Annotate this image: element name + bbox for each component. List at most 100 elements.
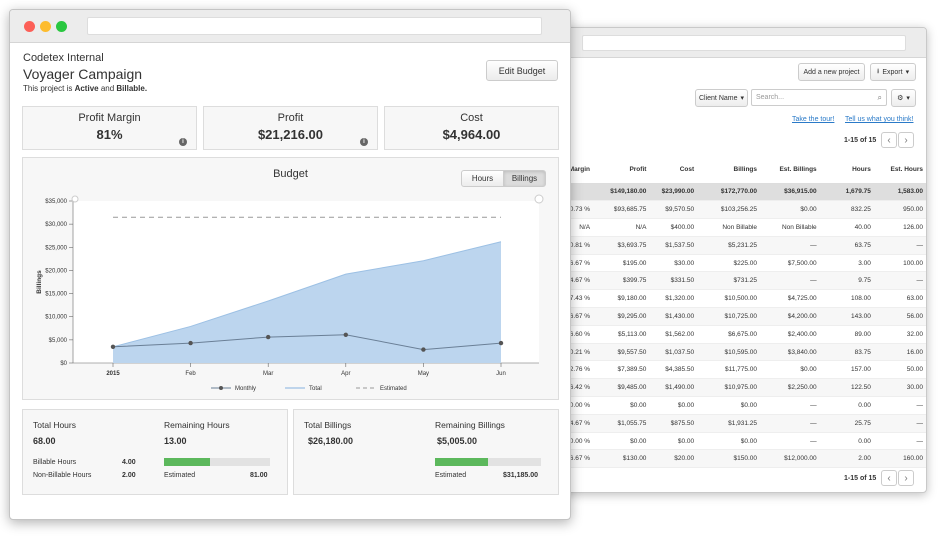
series-monthly-point	[421, 347, 426, 352]
page-title: Voyager Campaign	[23, 66, 143, 82]
table-cell: $10,725.00	[699, 307, 763, 326]
settings-button[interactable]: ⚙ ▾	[891, 89, 916, 107]
table-cell: $9,180.00	[595, 289, 652, 309]
column-header[interactable]: Cost	[651, 157, 700, 184]
table-cell: $7,389.50	[595, 360, 652, 380]
info-icon[interactable]: i	[179, 138, 187, 146]
column-header[interactable]: Est. Hours	[875, 157, 926, 184]
close-window-button[interactable]	[24, 21, 35, 32]
table-row[interactable]: 86.67 % $9,295.00 $1,430.00 $10,725.00 $4,20…	[556, 307, 926, 326]
download-icon: ⭳	[876, 67, 880, 75]
front-url-bar[interactable]	[87, 17, 542, 35]
table-cell: $0.00	[762, 360, 822, 380]
table-cell: $195.00	[595, 254, 652, 273]
table-row[interactable]: 0.00 % $0.00 $0.00 $0.00—0.00—	[556, 396, 926, 415]
table-cell: $0.00	[651, 396, 700, 415]
table-row[interactable]: 0.00 % $0.00 $0.00 $0.00—0.00—	[556, 432, 926, 451]
estimated-hours-label: Estimated	[164, 472, 196, 479]
add-project-button[interactable]: Add a new project	[798, 63, 865, 81]
table-cell: $9,570.50	[651, 200, 700, 220]
table-cell: Non Billable	[762, 218, 822, 237]
table-cell: —	[875, 432, 926, 451]
column-header[interactable]: Hours	[821, 157, 876, 184]
table-cell: $0.00	[595, 432, 652, 451]
series-total-area	[113, 241, 501, 363]
pager-text-top: 1-15 of 15	[844, 137, 877, 144]
table-cell: 108.00	[821, 289, 876, 309]
total-billings-value: $26,180.00	[308, 436, 354, 446]
front-titlebar	[10, 10, 570, 43]
prev-page-button[interactable]: ‹	[881, 132, 897, 148]
table-row[interactable]: 86.42 % $9,485.00 $1,490.00 $10,975.00 $2,25…	[556, 378, 926, 398]
table-cell: 143.00	[821, 307, 876, 326]
table-row[interactable]: 70.81 % $3,693.75 $1,537.50 $5,231.25—63.75…	[556, 236, 926, 255]
table-cell: 63.75	[821, 236, 876, 255]
table-cell: $9,295.00	[595, 307, 652, 326]
client-name-dropdown[interactable]: Client Name ▾	[695, 89, 748, 107]
caret-down-icon: ▾	[905, 69, 910, 76]
y-tick-label: $35,000	[45, 199, 67, 205]
feedback-link[interactable]: Tell us what you think!	[845, 116, 914, 123]
estimated-billings-value: $31,185.00	[503, 472, 539, 479]
y-tick-label: $0	[60, 361, 67, 367]
billings-toggle[interactable]: Billings	[503, 170, 546, 187]
hours-toggle[interactable]: Hours	[461, 170, 504, 187]
column-header[interactable]: Profit	[595, 157, 652, 184]
take-tour-link[interactable]: Take the tour!	[792, 116, 835, 123]
table-cell: $9,557.50	[595, 343, 652, 362]
y-tick-label: $10,000	[45, 315, 67, 321]
nonbillable-hours-label: Non-Billable Hours	[33, 472, 92, 479]
table-row[interactable]: 76.60 % $5,113.00 $1,562.00 $6,675.00 $2,400…	[556, 325, 926, 344]
table-cell: $4,725.00	[762, 289, 822, 309]
table-cell: $225.00	[699, 254, 763, 273]
table-cell: $731.25	[699, 271, 763, 291]
nonbillable-hours-value: 2.00	[122, 472, 136, 479]
table-row[interactable]: 54.67 % $399.75 $331.50 $731.25—9.75—	[556, 271, 926, 291]
table-row[interactable]: 86.67 % $130.00 $20.00 $150.00 $12,000.00 2.0…	[556, 449, 926, 469]
table-cell: $400.00	[651, 218, 700, 237]
next-page-button[interactable]: ›	[898, 132, 914, 148]
table-row[interactable]: N/A N/A $400.00 Non Billable Non Billable 40.…	[556, 218, 926, 237]
back-url-bar[interactable]	[582, 35, 906, 51]
table-cell: $10,595.00	[699, 343, 763, 362]
table-cell: $7,500.00	[762, 254, 822, 273]
minimize-window-button[interactable]	[40, 21, 51, 32]
table-cell: 40.00	[821, 218, 876, 237]
table-cell: $1,320.00	[651, 289, 700, 309]
zoom-window-button[interactable]	[56, 21, 67, 32]
table-cell: Non Billable	[699, 218, 763, 237]
table-cell: $9,485.00	[595, 378, 652, 398]
table-row[interactable]: 87.43 % $9,180.00 $1,320.00 $10,500.00 $4,72…	[556, 289, 926, 309]
table-cell: 3.00	[821, 254, 876, 273]
table-cell: $12,000.00	[762, 449, 822, 469]
status-billable: Billable.	[116, 84, 148, 93]
column-header[interactable]: Est. Billings	[762, 157, 822, 184]
front-window: Codetex Internal Voyager Campaign This p…	[9, 9, 571, 520]
table-cell: $0.00	[699, 396, 763, 415]
info-icon[interactable]: i	[360, 138, 368, 146]
x-tick-label: Mar	[263, 371, 273, 377]
table-row[interactable]: 54.67 % $1,055.75 $875.50 $1,931.25—25.75—	[556, 414, 926, 433]
search-icon: ⌕	[877, 93, 882, 102]
table-cell: 1,583.00	[875, 183, 926, 202]
table-cell: $0.00	[699, 432, 763, 451]
export-button[interactable]: ⭳ Export ▾	[870, 63, 916, 81]
series-monthly-point	[266, 334, 271, 340]
column-header[interactable]: Billings	[699, 157, 763, 184]
table-cell: $11,775.00	[699, 360, 763, 380]
search-input[interactable]: Search... ⌕	[751, 89, 887, 106]
table-cell: $10,975.00	[699, 378, 763, 398]
table-total-row[interactable]: $149,180.00 $23,990.00 $172,770.00 $36,915.…	[556, 183, 926, 202]
status-prefix: This project is	[23, 84, 75, 93]
table-cell: 832.25	[821, 200, 876, 220]
table-row[interactable]: 86.67 % $195.00 $30.00 $225.00 $7,500.00 3.00…	[556, 254, 926, 273]
kpi-value: $21,216.00	[257, 127, 324, 142]
estimated-billings-label: Estimated	[435, 472, 467, 479]
table-row[interactable]: 90.73 % $93,685.75 $9,570.50 $103,256.25 $0.…	[556, 200, 926, 220]
prev-page-button-bottom[interactable]: ‹	[881, 470, 897, 486]
table-row[interactable]: 62.76 % $7,389.50 $4,385.50 $11,775.00 $0.00…	[556, 360, 926, 380]
table-cell: $172,770.00	[699, 183, 763, 202]
next-page-button-bottom[interactable]: ›	[898, 470, 914, 486]
edit-budget-button[interactable]: Edit Budget	[486, 60, 558, 81]
table-row[interactable]: 90.21 % $9,557.50 $1,037.50 $10,595.00 $3,84…	[556, 343, 926, 362]
